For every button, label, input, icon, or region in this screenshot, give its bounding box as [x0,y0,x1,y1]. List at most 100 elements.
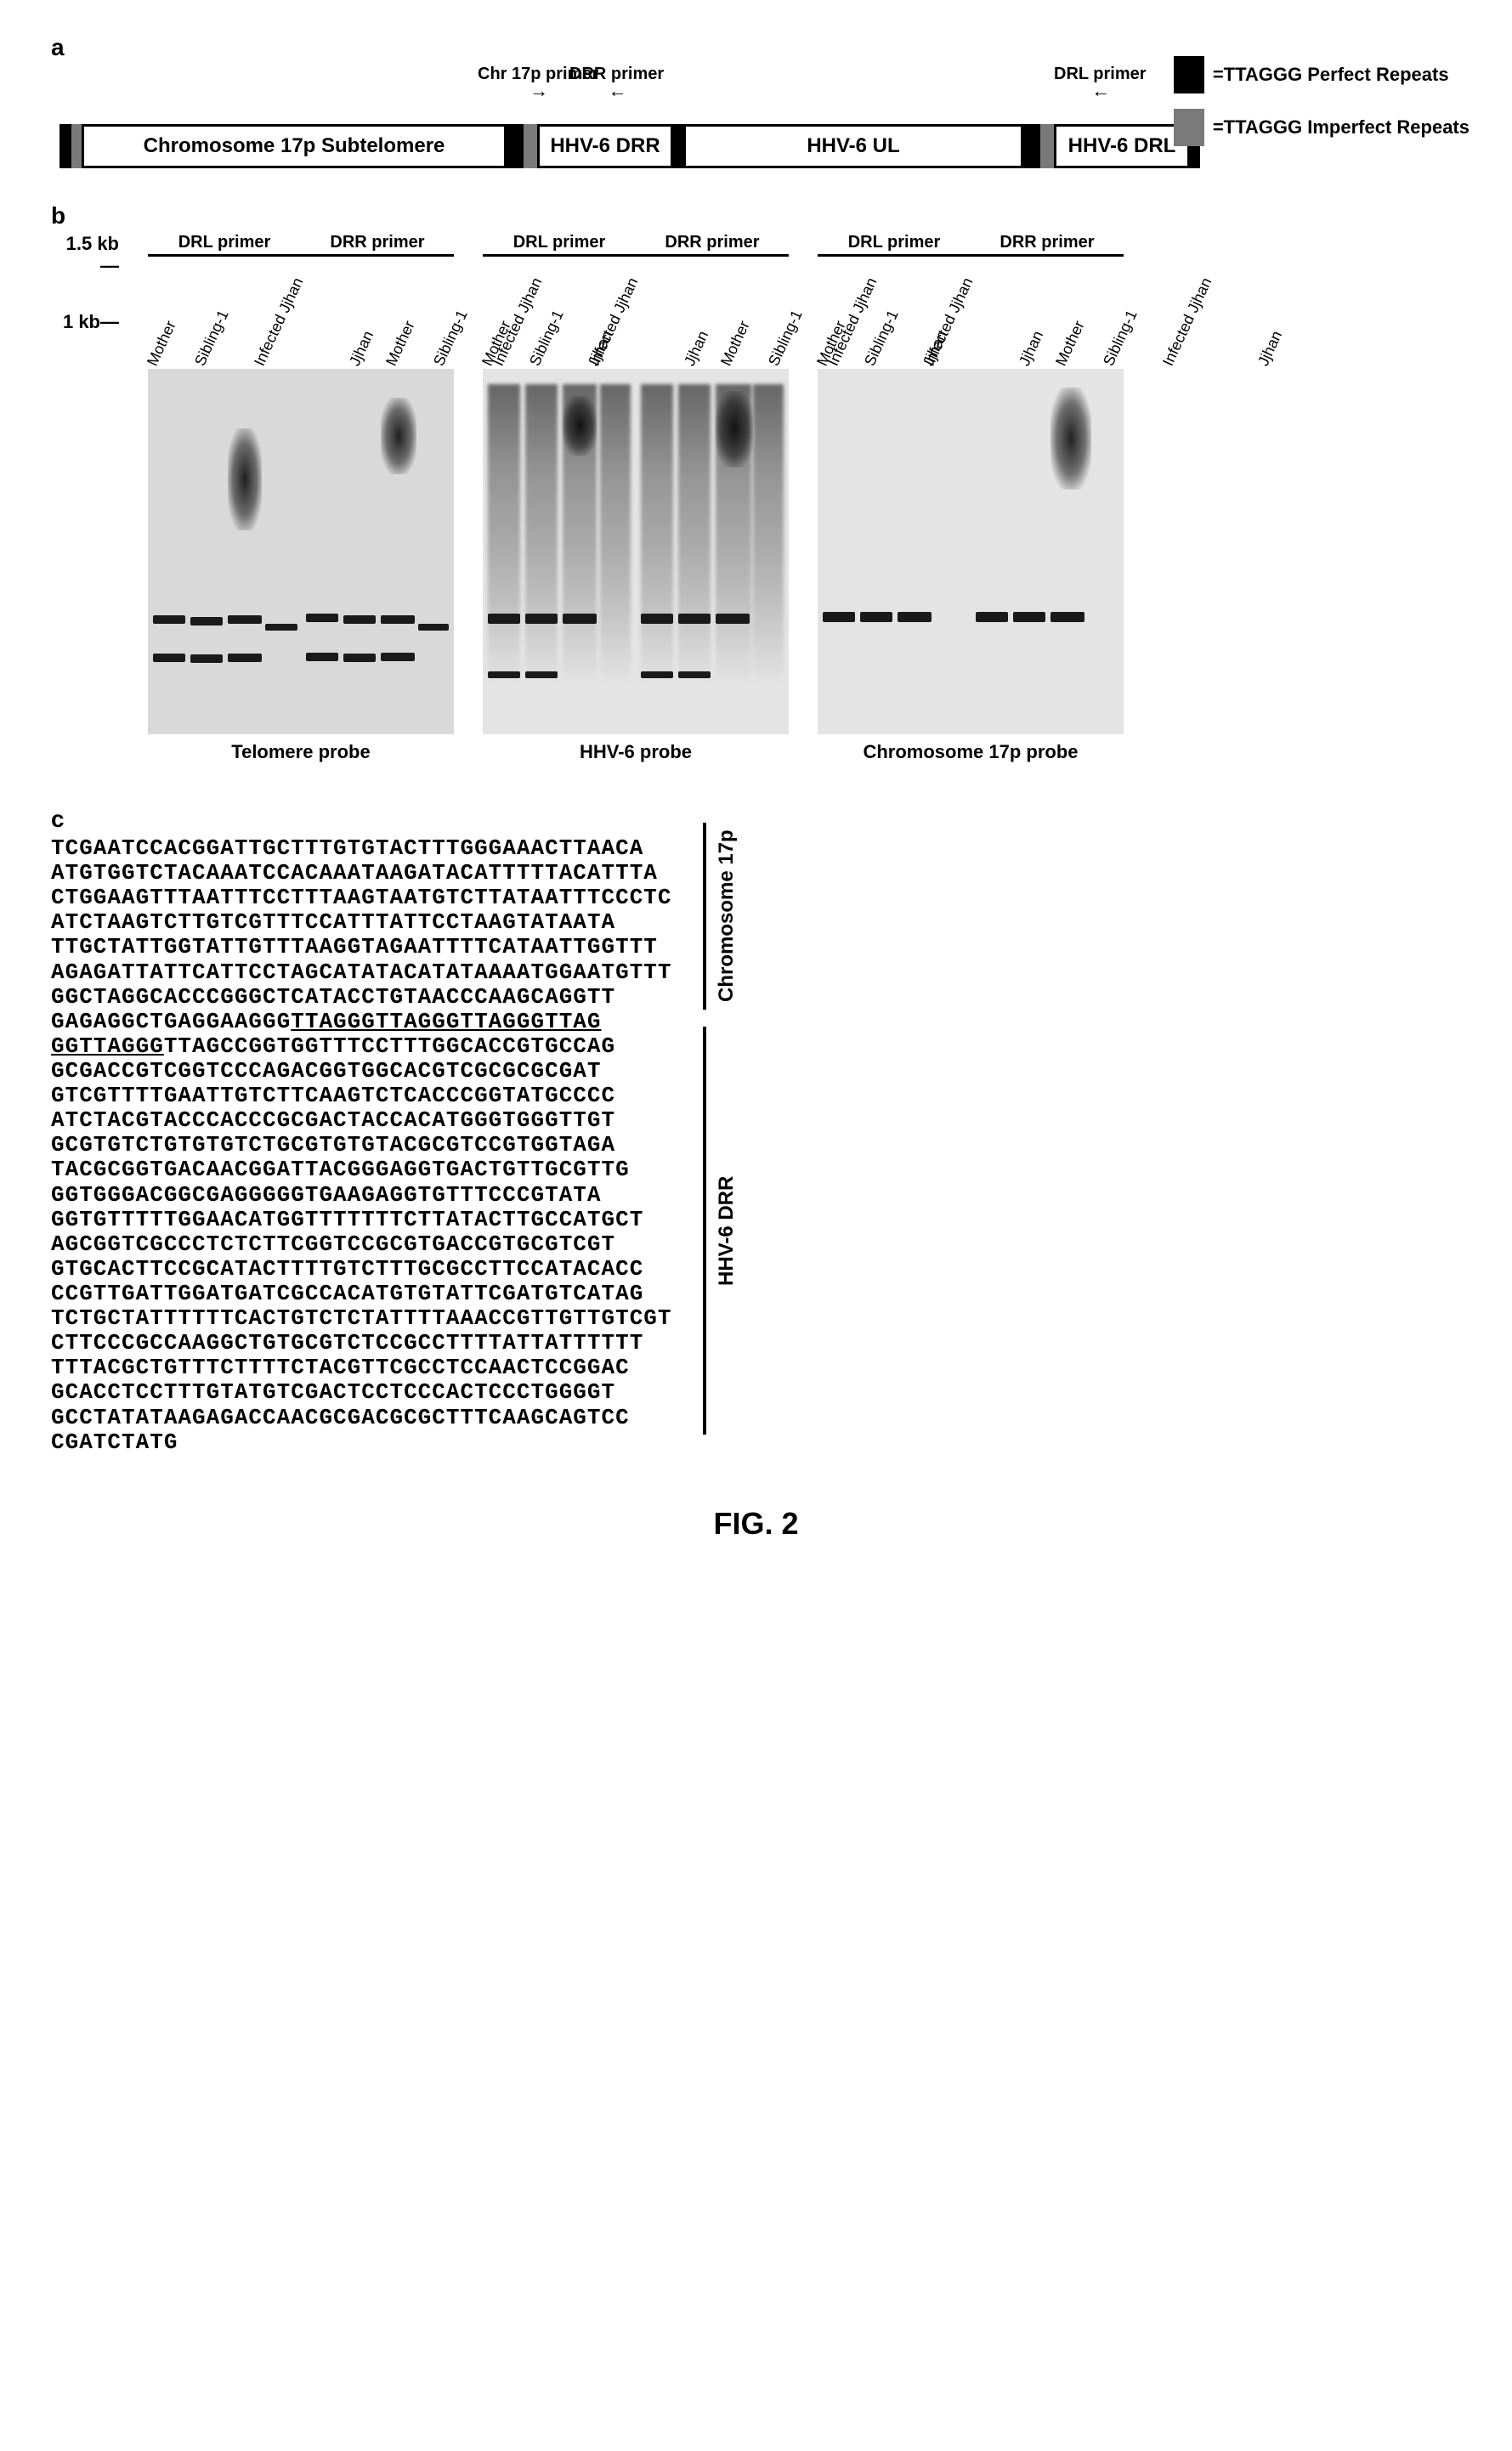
gel-band [1050,388,1091,490]
lane-label: Mother [1052,318,1089,369]
gel-band [190,617,223,625]
size-markers: 1.5 kb— 1 kb— [59,233,119,452]
repeat-bar [1040,124,1054,168]
gel-image [483,369,789,734]
lane-label: Jjhan [346,328,377,369]
legend-perfect-text: =TTAGGG Perfect Repeats [1213,64,1449,86]
seq-line-hhv6: GGTGTTTTTGGAACATGGTTTTTTTCTTATACTTGCCATG… [51,1208,672,1232]
seq-line-hhv6: TACGCGGTGACAACGGATTACGGGAGGTGACTGTTGCGTT… [51,1158,672,1182]
lane-label: Sibling-1 [430,308,472,369]
gel-band [488,614,520,624]
panel-a: a Chr 17p primer→ DRR primer← DRL primer… [51,34,1461,168]
gel-band [1013,612,1045,622]
lane-label: Mother [382,318,419,369]
lane-label: Infected Jjhan [586,275,642,369]
seq-line-hhv6: GCGTGTCTGTGTGTCTGCGTGTGTACGCGTCCGTGGTAGA [51,1133,672,1158]
gels-container: DRL primerDRR primerMotherSibling-1Infec… [148,233,1124,763]
primer-drr: DRR primer← [569,65,664,99]
seq-line-hhv6: GTCGTTTTGAATTGTCTTCAAGTCTCACCCGGTATGCCCC [51,1084,672,1108]
gel-band [716,614,750,624]
gel-smear [641,384,673,683]
gel-band [563,396,597,456]
gel-primer-header: DRL primerDRR primer [818,233,1124,257]
repeat-legend: =TTAGGG Perfect Repeats =TTAGGG Imperfec… [1174,56,1470,146]
gel-caption: Telomere probe [231,741,370,763]
seq-line-chr17p: TTGCTATTGGTATTGTTTAAGGTAGAATTTTCATAATTGG… [51,935,672,959]
gel-band [343,654,376,662]
gels-row: 1.5 kb— 1 kb— DRL primerDRR primerMother… [59,233,1461,763]
panel-b: b 1.5 kb— 1 kb— DRL primerDRR primerMoth… [51,202,1461,763]
seq-line-hhv6: AGCGGTCGCCCTCTCTTCGGTCCGCGTGACCGTGCGTCGT [51,1232,672,1257]
legend-imperfect: =TTAGGG Imperfect Repeats [1174,109,1470,146]
legend-imperfect-text: =TTAGGG Imperfect Repeats [1213,116,1470,139]
seq-line-hhv6: ATCTACGTACCCACCCGCGACTACCACATGGGTGGGTTGT [51,1108,672,1133]
seq-line-hhv6: GCACCTCCTTTGTATGTCGACTCCTCCCACTCCCTGGGGT [51,1380,672,1405]
bar-chr17p [703,823,706,1010]
marker-1-5kb: 1.5 kb— [59,233,119,277]
panel-c-label: c [51,806,672,833]
seq-line-chr17p: CTGGAAGTTTAATTTCCTTTAAGTAATGTCTTATAATTTC… [51,886,672,910]
lane-label: Infected Jjhan [1159,275,1215,369]
panel-c: c TCGAATCCACGGATTGCTTTGTGTACTTTGGGAAACTT… [51,806,672,1455]
primer-half-label: DRR primer [971,233,1124,257]
seq-line-hhv6: GCCTATATAAGAGACCAACGCGACGCGCTTTCAAGCAGTC… [51,1406,672,1430]
schematic-row: =TTAGGG Perfect Repeats =TTAGGG Imperfec… [59,124,1461,168]
seq-line-hhv6: CGATCTATG [51,1430,672,1455]
repeat-bar [524,124,537,168]
gel-band [306,614,338,622]
gel-smear [753,384,784,683]
gel-band [525,671,558,678]
gel-band [381,398,416,474]
lane-label: Jjhan [681,328,712,369]
gel-band [343,615,376,624]
gel-band [1050,612,1084,622]
primer-half-label: DRL primer [148,233,301,257]
seq-line-hhv6: GTGCACTTCCGCATACTTTTGTCTTTGCGCCTTCCATACA… [51,1257,672,1282]
repeat-bar [71,124,82,168]
panel-c-wrapper: c TCGAATCCACGGATTGCTTTGTGTACTTTGGGAAACTT… [51,806,1461,1455]
lane-label: Sibling-1 [526,308,568,369]
gel-band [641,614,673,624]
lane-label: Infected Jjhan [251,275,307,369]
gel-smear [525,384,558,683]
seq-line-hhv6: TCTGCTATTTTTTCACTGTCTCTATTTTAAACCGTTGTTG… [51,1306,672,1331]
lane-label: Mother [717,318,754,369]
gel-band [678,614,711,624]
vlabel-hhv6: HHV-6 DRR [715,1027,739,1435]
repeat-bar [1023,124,1040,168]
lane-label: Infected Jjhan [920,275,977,369]
gel-image [148,369,454,734]
seq-line-hhv6: CCGTTGATTGGATGATCGCCACATGTGTATTCGATGTCAT… [51,1282,672,1306]
primer-half-label: DRR primer [301,233,454,257]
gel-smear [600,384,631,683]
swatch-imperfect [1174,109,1204,146]
lane-label: Sibling-1 [1100,308,1141,369]
seq-line-hhv6: GGTTAGGGTTAGCCGGTGGTTTCCTTTGGCACCGTGCCAG [51,1034,672,1059]
primer-drl: DRL primer← [1054,65,1147,99]
primer-half-label: DRL primer [818,233,971,257]
gel-caption: Chromosome 17p probe [863,741,1078,763]
lane-label: Sibling-1 [191,308,233,369]
seq-line-chr17p: AGAGATTATTCATTCCTAGCATATACATATAAAATGGAAT… [51,960,672,985]
panel-b-label: b [51,202,1461,229]
gel-image [818,369,1124,734]
legend-perfect: =TTAGGG Perfect Repeats [1174,56,1470,93]
sequence-block: TCGAATCCACGGATTGCTTTGTGTACTTTGGGAAACTTAA… [51,836,672,1455]
seq-line-chr17p: TCGAATCCACGGATTGCTTTGTGTACTTTGGGAAACTTAA… [51,836,672,861]
seq-line-chr17p: ATCTAAGTCTTGTCGTTTCCATTTATTCCTAAGTATAATA [51,910,672,935]
gel-band [641,671,673,678]
gel-band [678,671,711,678]
schematic-segment: Chromosome 17p Subtelomere [82,124,507,168]
marker-1kb: 1 kb— [59,311,119,333]
schematic-segment: HHV-6 UL [683,124,1023,168]
schematic-segment: HHV-6 DRL [1054,124,1190,168]
vlabel-chr17p: Chromosome 17p [715,823,739,1010]
repeat-bar [59,124,71,168]
figure-2: a Chr 17p primer→ DRR primer← DRL primer… [51,34,1461,1542]
figure-caption: FIG. 2 [51,1506,1461,1542]
gel-band [153,654,185,662]
seq-line-hhv6: GCGACCGTCGGTCCCAGACGGTGGCACGTCGCGCGCGAT [51,1059,672,1084]
gel-band [381,653,415,661]
lane-label: Jjhan [1254,328,1286,369]
lane-label: Sibling-1 [765,308,807,369]
